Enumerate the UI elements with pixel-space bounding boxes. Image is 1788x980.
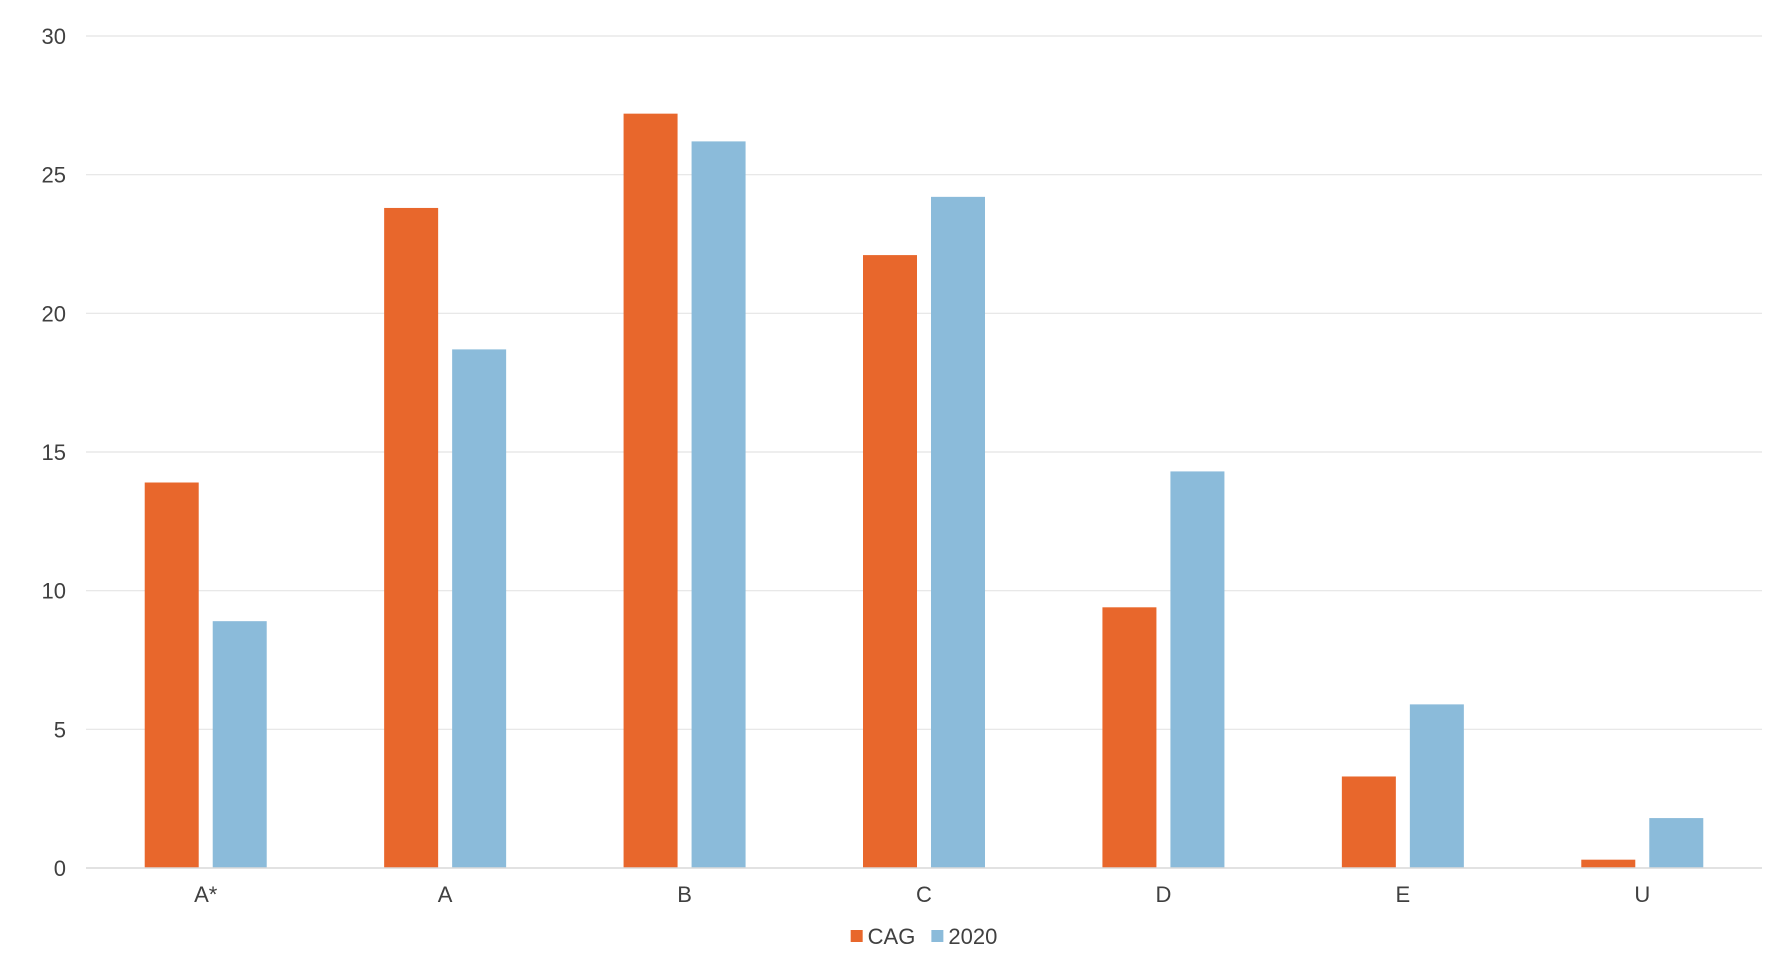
x-tick-label: U <box>1634 882 1650 907</box>
bar-2020-astar <box>212 621 267 868</box>
x-tick-label: B <box>677 882 692 907</box>
bar-2020-a <box>452 349 507 868</box>
gridlines <box>86 35 1762 730</box>
y-tick-label: 20 <box>42 301 66 326</box>
x-tick-label: A <box>438 882 453 907</box>
x-tick-label: C <box>916 882 932 907</box>
x-axis-tick-labels: A* A B C D E U <box>194 882 1650 907</box>
y-tick-label: 10 <box>42 579 66 604</box>
bar-2020-d <box>1170 471 1225 868</box>
bar-2020-e <box>1409 704 1464 868</box>
bar-cag-a <box>384 207 439 869</box>
legend-swatch-cag <box>850 930 863 942</box>
x-tick-label: E <box>1396 882 1411 907</box>
bar-cag-u <box>1581 859 1636 868</box>
x-tick-label: A* <box>194 882 218 907</box>
bar-cag-d <box>1102 607 1157 868</box>
bar-cag-e <box>1341 776 1396 868</box>
bar-cag-b <box>623 113 678 869</box>
bar-cag-c <box>863 255 917 869</box>
legend-swatch-2020 <box>931 930 944 942</box>
y-tick-label: 5 <box>54 717 66 742</box>
bar-2020-b <box>691 141 746 869</box>
legend-label-cag: CAG <box>868 924 916 949</box>
x-tick-label: D <box>1155 882 1171 907</box>
y-tick-label: 0 <box>54 856 66 881</box>
legend: CAG 2020 <box>850 924 997 949</box>
legend-label-2020: 2020 <box>948 924 997 949</box>
y-tick-label: 30 <box>42 24 66 49</box>
bars <box>144 113 1704 869</box>
bar-2020-c <box>931 196 985 868</box>
y-tick-label: 15 <box>42 440 66 465</box>
bar-cag-astar <box>144 482 199 868</box>
y-tick-label: 25 <box>42 163 66 188</box>
y-axis-tick-labels: 0 5 10 15 20 25 30 <box>42 24 66 881</box>
bar-2020-u <box>1649 818 1704 868</box>
